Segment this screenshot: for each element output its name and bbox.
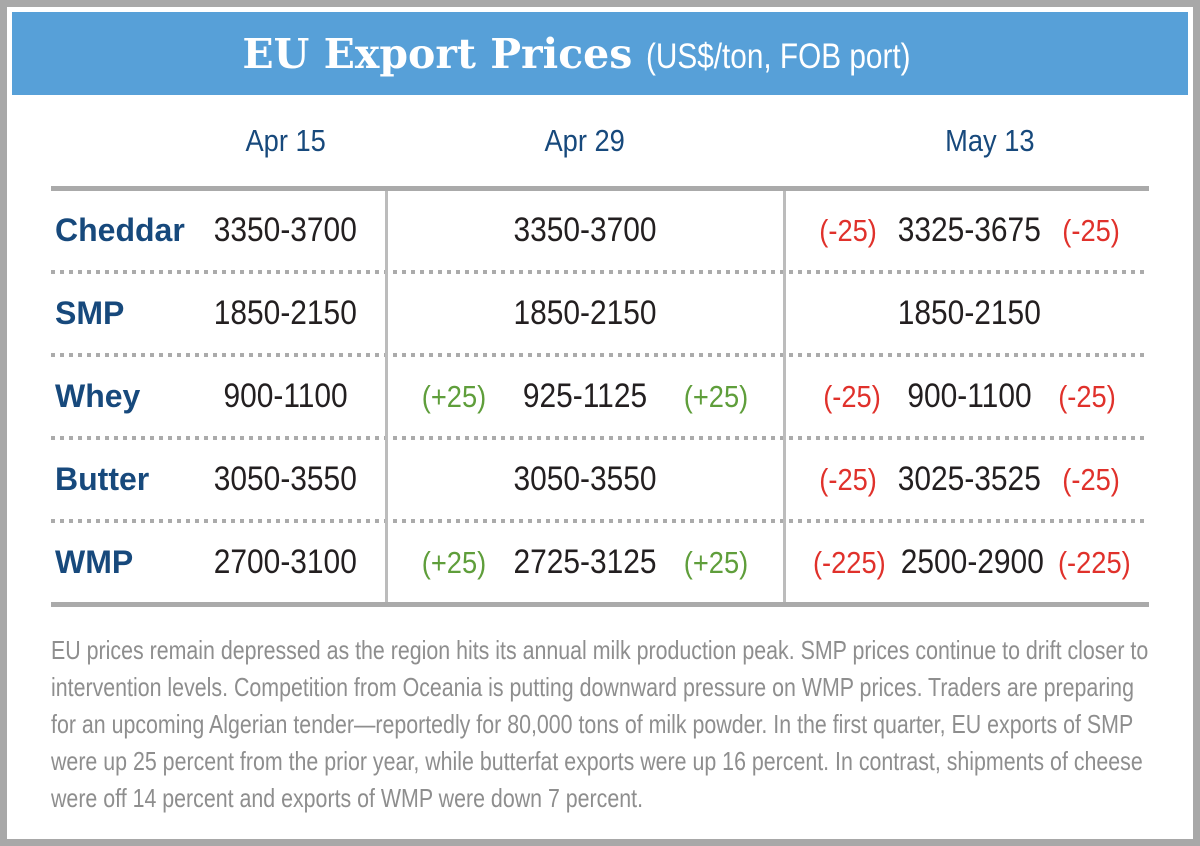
price-cell-apr15: 900-1100 xyxy=(201,377,386,416)
product-label: SMP xyxy=(55,295,125,331)
price-range: 1850-2150 xyxy=(213,294,358,332)
price-change-left: (-25) xyxy=(819,461,877,497)
table-row-wmp: WMP 2700-3100 (+25) 2725-3125 (+25) (-22… xyxy=(51,523,1149,602)
price-table-body: Cheddar 3350-3700 3350-3700 (-25) 3325-3… xyxy=(51,186,1149,607)
price-range: 2700-3100 xyxy=(213,543,358,581)
price-range: 900-1100 xyxy=(907,377,1032,415)
product-label: Whey xyxy=(55,378,141,414)
price-cell-apr15: 3050-3550 xyxy=(201,460,386,499)
footnote-container: EU prices remain depressed as the region… xyxy=(51,632,1149,817)
price-cell-apr15: 3350-3700 xyxy=(201,211,386,250)
column-header-may13: May 13 xyxy=(944,122,1035,158)
price-cell-apr29: (+25) 925-1125 (+25) xyxy=(386,377,784,416)
price-change-left: (+25) xyxy=(421,544,487,580)
product-label: Butter xyxy=(55,461,150,497)
price-range: 1850-2150 xyxy=(897,294,1042,332)
price-range: 2500-2900 xyxy=(900,543,1044,581)
row-separator xyxy=(51,519,1149,523)
price-change-left: (+25) xyxy=(421,378,487,414)
table-row-whey: Whey 900-1100 (+25) 925-1125 (+25) (-25)… xyxy=(51,357,1149,436)
price-change-left: (-225) xyxy=(812,544,886,580)
price-range: 3025-3525 xyxy=(897,460,1042,498)
column-header-apr29: Apr 29 xyxy=(544,122,626,158)
price-cell-apr29: 1850-2150 xyxy=(386,294,784,333)
column-header-apr15: Apr 15 xyxy=(245,122,326,158)
price-range: 925-1125 xyxy=(522,377,648,415)
price-cell-may13: (-25) 3325-3675 (-25) xyxy=(784,211,1155,250)
row-separator xyxy=(51,353,1149,357)
table-row-butter: Butter 3050-3550 3050-3550 (-25) 3025-35… xyxy=(51,440,1149,519)
price-cell-may13: (-225) 2500-2900 (-225) xyxy=(784,543,1155,582)
price-cell-may13: (-25) 900-1100 (-25) xyxy=(784,377,1155,416)
price-change-right: (-25) xyxy=(1062,212,1120,248)
page-subtitle: (US$/ton, FOB port) xyxy=(646,37,911,76)
price-cell-apr15: 1850-2150 xyxy=(201,294,386,333)
price-range: 3325-3675 xyxy=(897,211,1042,249)
price-change-right: (-225) xyxy=(1058,544,1132,580)
price-change-right: (-25) xyxy=(1058,378,1116,414)
price-range: 2725-3125 xyxy=(513,543,657,581)
price-change-right: (-25) xyxy=(1062,461,1120,497)
price-change-right: (+25) xyxy=(683,544,749,580)
footnote: EU prices remain depressed as the region… xyxy=(51,635,1149,813)
title-group: EU Export Prices (US$/ton, FOB port) xyxy=(242,30,957,78)
price-range: 3050-3550 xyxy=(213,460,358,498)
column-header-row: Apr 15 Apr 29 May 13 xyxy=(51,95,1149,186)
price-range: 1850-2150 xyxy=(513,294,657,332)
price-range: 3350-3700 xyxy=(513,211,657,249)
page-title: EU Export Prices xyxy=(242,30,633,78)
price-cell-may13: 1850-2150 xyxy=(784,294,1155,333)
table-divider-2 xyxy=(783,191,786,602)
product-label: WMP xyxy=(55,544,134,580)
price-cell-apr15: 2700-3100 xyxy=(201,543,386,582)
price-range: 900-1100 xyxy=(223,377,348,415)
price-range: 3050-3550 xyxy=(513,460,657,498)
price-change-right: (+25) xyxy=(683,378,749,414)
price-cell-apr29: 3350-3700 xyxy=(386,211,784,250)
price-cell-apr29: (+25) 2725-3125 (+25) xyxy=(386,543,784,582)
title-banner: EU Export Prices (US$/ton, FOB port) xyxy=(12,12,1188,95)
price-cell-apr29: 3050-3550 xyxy=(386,460,784,499)
product-label: Cheddar xyxy=(55,212,185,248)
price-change-left: (-25) xyxy=(819,212,877,248)
row-separator xyxy=(51,270,1149,274)
table-row-cheddar: Cheddar 3350-3700 3350-3700 (-25) 3325-3… xyxy=(51,191,1149,270)
table-divider-1 xyxy=(385,191,388,602)
price-range: 3350-3700 xyxy=(213,211,358,249)
price-cell-may13: (-25) 3025-3525 (-25) xyxy=(784,460,1155,499)
row-separator xyxy=(51,436,1149,440)
table-row-smp: SMP 1850-2150 1850-2150 1850-2150 xyxy=(51,274,1149,353)
price-change-left: (-25) xyxy=(823,378,881,414)
